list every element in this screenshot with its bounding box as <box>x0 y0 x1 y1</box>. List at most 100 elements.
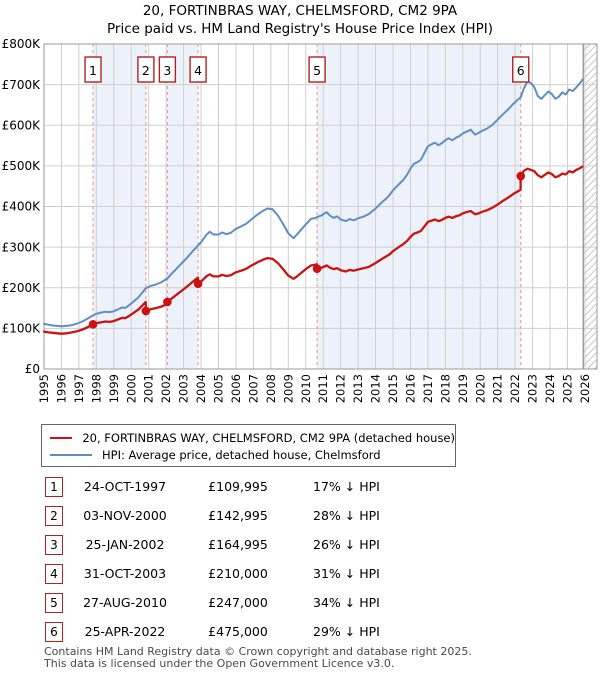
legend-label-price-paid: 20, FORTINBRAS WAY, CHELMSFORD, CM2 9PA … <box>82 430 455 445</box>
sale-marker-label: 4 <box>189 56 207 83</box>
legend-label-hpi: HPI: Average price, detached house, Chel… <box>102 447 381 462</box>
x-axis-label: 2006 <box>229 374 243 403</box>
sale-price: £475,000 <box>208 624 268 639</box>
legend-item-price-paid: 20, FORTINBRAS WAY, CHELMSFORD, CM2 9PA … <box>50 429 455 446</box>
sale-marker-dot <box>193 279 203 288</box>
legend-swatch-price-paid <box>50 436 73 439</box>
x-axis-label: 2011 <box>316 374 330 403</box>
x-axis-label: 2013 <box>351 374 365 403</box>
license-footer-line1: Contains HM Land Registry data © Crown c… <box>44 645 472 658</box>
x-axis-label: 2017 <box>421 374 435 403</box>
page-subtitle: Price paid vs. HM Land Registry's House … <box>107 21 493 37</box>
sales-table: 1 24-OCT-1997 £109,995 17% ↓ HPI 2 03-NO… <box>0 474 600 648</box>
table-row: 6 25-APR-2022 £475,000 29% ↓ HPI <box>0 619 600 648</box>
license-footer-line2: This data is licensed under the Open Gov… <box>44 657 395 671</box>
future-hatch-region <box>582 43 598 370</box>
x-axis-label: 2008 <box>264 374 278 403</box>
x-axis-label: 1999 <box>107 374 121 403</box>
svg-text:2: 2 <box>142 63 150 78</box>
x-axis-label: 2023 <box>526 374 540 403</box>
sale-number-badge: 3 <box>45 535 63 555</box>
x-axis-label: 2019 <box>456 374 470 403</box>
x-axis-label: 2004 <box>194 374 208 403</box>
sale-number-badge: 4 <box>45 564 63 584</box>
legend-item-hpi: HPI: Average price, detached house, Chel… <box>50 446 455 463</box>
x-axis-label: 2018 <box>438 374 452 403</box>
gridlines <box>43 43 597 370</box>
sale-hpi-delta: 29% ↓ HPI <box>313 624 380 639</box>
sale-marker-dot <box>163 297 172 307</box>
svg-text:1: 1 <box>89 63 97 78</box>
sale-hpi-delta: 34% ↓ HPI <box>313 595 380 610</box>
sale-marker-dot <box>312 264 322 273</box>
sale-price: £109,995 <box>208 479 268 494</box>
x-axis-label: 2000 <box>124 374 138 403</box>
sale-date: 27-AUG-2010 <box>83 595 167 610</box>
x-axis-label: 1997 <box>72 374 86 403</box>
x-axis-label: 2009 <box>281 374 295 403</box>
sale-number-badge: 1 <box>45 477 63 497</box>
y-axis-label: £200K <box>2 281 42 295</box>
table-row: 2 03-NOV-2000 £142,995 28% ↓ HPI <box>0 503 600 532</box>
x-axis-label: 2025 <box>561 374 575 403</box>
table-row: 1 24-OCT-1997 £109,995 17% ↓ HPI <box>0 474 600 503</box>
table-row: 3 25-JAN-2002 £164,995 26% ↓ HPI <box>0 532 600 561</box>
svg-text:4: 4 <box>194 63 202 78</box>
sale-price: £247,000 <box>208 595 268 610</box>
license-footer: Contains HM Land Registry data © Crown c… <box>44 645 588 671</box>
price-chart-canvas: 1 2 3 4 5 6£800K£700K£600K£500K£400K£300K£200… <box>2 37 598 403</box>
x-axis-label: 2026 <box>578 374 592 403</box>
x-axis-label: 2003 <box>177 374 191 403</box>
series-price-paid-line <box>42 165 584 335</box>
y-axis-label: £700K <box>2 78 42 92</box>
sale-marker-label: 5 <box>308 56 326 83</box>
x-axis-label: 2007 <box>246 374 260 403</box>
x-axis-label: 2015 <box>386 374 400 403</box>
x-axis-label: 2016 <box>403 374 417 403</box>
y-axis-label: £400K <box>2 200 42 214</box>
sale-marker-dot <box>141 306 151 316</box>
sale-number-badge: 2 <box>45 506 63 526</box>
x-axis-label: 2005 <box>212 374 226 403</box>
x-axis-label: 2012 <box>334 374 348 403</box>
y-axis-label: £0 <box>25 362 40 376</box>
x-axis-label: 1995 <box>37 374 51 403</box>
x-axis-label: 1996 <box>54 374 68 403</box>
chart-legend: 20, FORTINBRAS WAY, CHELMSFORD, CM2 9PA … <box>41 424 456 467</box>
sale-hpi-delta: 17% ↓ HPI <box>313 479 380 494</box>
y-axis-label: £800K <box>2 38 42 51</box>
sale-date: 24-OCT-1997 <box>83 479 167 494</box>
sale-marker-label: 3 <box>158 56 177 83</box>
x-axis-label: 2014 <box>369 374 383 403</box>
sale-date: 03-NOV-2000 <box>83 508 167 523</box>
svg-text:6: 6 <box>517 63 525 78</box>
x-axis-label: 2001 <box>142 374 156 403</box>
sale-price: £142,995 <box>208 508 268 523</box>
y-axis-label: £600K <box>2 118 42 132</box>
sale-hpi-delta: 31% ↓ HPI <box>313 566 380 581</box>
y-axis-label: £100K <box>2 322 42 336</box>
y-axis-label: £300K <box>2 240 42 254</box>
sale-date: 25-JAN-2002 <box>85 537 165 552</box>
sale-price: £164,995 <box>208 537 268 552</box>
sale-marker-dot <box>516 171 526 181</box>
sale-marker-dot <box>88 320 98 329</box>
sale-date: 25-APR-2022 <box>84 624 166 639</box>
x-axis-label: 2020 <box>473 374 487 403</box>
x-axis-label: 1998 <box>89 374 103 403</box>
sale-date: 31-OCT-2003 <box>83 566 167 581</box>
series-hpi-line <box>43 78 584 328</box>
x-axis-label: 2002 <box>159 374 173 403</box>
x-axis-label: 2024 <box>543 374 557 403</box>
sale-number-badge: 6 <box>45 622 63 642</box>
page-title: 20, FORTINBRAS WAY, CHELMSFORD, CM2 9PA <box>142 3 458 19</box>
y-axis-label: £500K <box>2 159 42 173</box>
svg-text:3: 3 <box>163 63 171 78</box>
legend-swatch-hpi <box>50 453 92 456</box>
svg-text:5: 5 <box>313 63 321 78</box>
sale-number-badge: 5 <box>45 593 63 613</box>
sale-hpi-delta: 28% ↓ HPI <box>313 508 380 523</box>
plot-border <box>43 43 598 370</box>
x-axis-label: 2010 <box>299 374 313 403</box>
